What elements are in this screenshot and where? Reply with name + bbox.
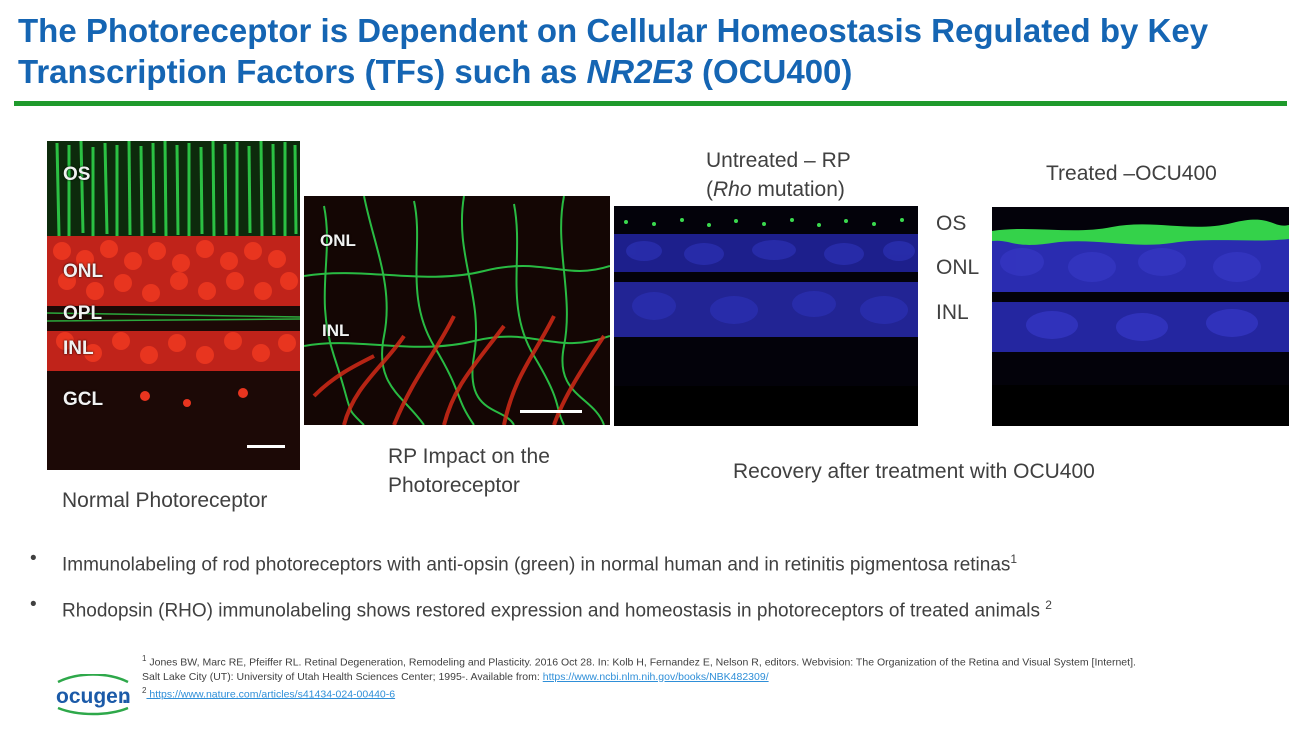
rp-retina-graphic: [304, 196, 610, 425]
untreated-title-line1: Untreated – RP: [706, 149, 851, 172]
bullet-list: • Immunolabeling of rod photoreceptors w…: [30, 546, 1270, 639]
logo-mark: .: [122, 685, 128, 708]
treated-retina-graphic: [992, 207, 1289, 426]
untreated-paren: (: [706, 178, 713, 201]
rp-caption-line1: RP Impact on the: [388, 445, 550, 468]
ocugen-logo-graphic: ocugen .: [56, 673, 131, 716]
bullet-symbol: •: [30, 594, 37, 616]
treated-retina-image: [992, 207, 1289, 426]
bullet-symbol: •: [30, 548, 37, 569]
ref1-link[interactable]: https://www.ncbi.nlm.nih.gov/books/NBK48…: [542, 670, 769, 683]
normal-label-onl: ONL: [63, 261, 104, 282]
title-suffix: (OCU400): [692, 53, 853, 90]
rp-caption: RP Impact on the Photoreceptor: [388, 442, 550, 500]
ref1-text: Jones BW, Marc RE, Pfeiffer RL. Retinal …: [142, 656, 1136, 683]
ref2-number: 2: [142, 685, 147, 695]
untreated-rest: mutation): [751, 178, 845, 201]
bullet-item: • Rhodopsin (RHO) immunolabeling shows r…: [30, 592, 1270, 624]
layer-label-inl: INL: [936, 301, 969, 324]
layer-label-os: OS: [936, 212, 967, 235]
normal-label-gcl: GCL: [63, 389, 104, 410]
untreated-retina-graphic: [614, 206, 918, 426]
slide-title: The Photoreceptor is Dependent on Cellul…: [18, 10, 1278, 92]
rp-label-inl: INL: [322, 321, 350, 340]
title-gene: NR2E3: [586, 53, 693, 90]
rp-label-onl: ONL: [320, 231, 356, 250]
untreated-title-line2: (Rho mutation): [706, 175, 851, 204]
bullet-item: • Immunolabeling of rod photoreceptors w…: [30, 546, 1270, 578]
references: 1 Jones BW, Marc RE, Pfeiffer RL. Retina…: [142, 652, 1142, 701]
reference-2: 2 https://www.nature.com/articles/s41434…: [142, 684, 1142, 702]
title-divider: [14, 101, 1287, 106]
recovery-caption: Recovery after treatment with OCU400: [733, 460, 1095, 483]
untreated-retina-image: [614, 206, 918, 426]
layer-label-onl: ONL: [936, 256, 980, 279]
normal-retina-graphic: [47, 141, 300, 470]
rp-caption-line2: Photoreceptor: [388, 474, 520, 497]
ref1-number: 1: [142, 654, 147, 663]
bullet-ref: 1: [1010, 552, 1018, 566]
reference-1: 1 Jones BW, Marc RE, Pfeiffer RL. Retina…: [142, 652, 1142, 684]
normal-retina-image: OS ONL OPL INL GCL: [47, 141, 300, 470]
normal-caption: Normal Photoreceptor: [62, 489, 268, 512]
treated-title: Treated –OCU400: [1046, 162, 1217, 185]
untreated-gene: Rho: [713, 178, 752, 201]
ocugen-logo: ocugen .: [52, 673, 134, 716]
bullet-text: Immunolabeling of rod photoreceptors wit…: [62, 554, 1011, 576]
bullet-text: Rhodopsin (RHO) immunolabeling shows res…: [62, 600, 1046, 622]
title-text: The Photoreceptor is Dependent on Cellul…: [18, 12, 1209, 90]
normal-label-inl: INL: [63, 338, 94, 359]
normal-label-opl: OPL: [63, 303, 103, 324]
ref2-link[interactable]: https://www.nature.com/articles/s41434-0…: [146, 688, 396, 700]
logo-text: ocugen: [56, 685, 131, 708]
bullet-ref: 2: [1045, 598, 1052, 613]
normal-label-os: OS: [63, 164, 91, 185]
untreated-title: Untreated – RP (Rho mutation): [706, 146, 851, 204]
rp-retina-image: ONL INL: [304, 196, 610, 425]
